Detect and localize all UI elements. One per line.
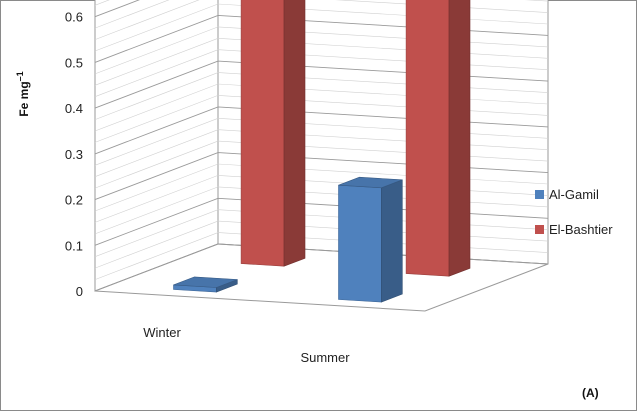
bar-al-gamil-winter — [173, 276, 238, 293]
panel-label: (A) — [582, 386, 599, 400]
bar-el-bashtier-summer — [405, 0, 471, 277]
x-category-labels: Winter Summer — [143, 325, 350, 365]
category-label: Winter — [143, 325, 181, 340]
y-tick-label: 0.5 — [65, 55, 83, 70]
bar-front-face — [405, 0, 450, 277]
y-tick-label: 0.6 — [65, 10, 83, 25]
category-label: Summer — [300, 350, 350, 365]
legend-entry: El-Bashtier — [535, 222, 613, 237]
y-tick-label: 0.4 — [65, 101, 83, 116]
legend-entry: Al-Gamil — [535, 187, 599, 202]
y-axis-label: Fe mg–1 — [15, 71, 31, 116]
legend-label: Al-Gamil — [549, 187, 599, 202]
legend-swatch — [535, 225, 544, 234]
bar-el-bashtier-winter — [240, 0, 306, 267]
bar-front-face — [338, 184, 382, 303]
chart-walls — [94, 0, 549, 312]
bar-top-face — [338, 176, 403, 189]
gridline — [94, 0, 549, 29]
bar-front-face — [240, 0, 285, 267]
bar-side-face — [381, 179, 403, 303]
y-tick-label: 0.1 — [65, 238, 83, 253]
y-tick-label: 0.3 — [65, 147, 83, 162]
bar-side-face — [448, 0, 471, 277]
bar-top-face — [173, 276, 238, 288]
y-tick-labels: 00.10.20.30.40.50.60.7 — [65, 10, 83, 299]
y-tick-label: 0.2 — [65, 193, 83, 208]
legend-label: El-Bashtier — [549, 222, 613, 237]
y-tick-label: 0 — [76, 284, 83, 299]
bar-al-gamil-summer — [338, 176, 403, 303]
legend: Al-Gamil El-Bashtier — [535, 187, 613, 237]
gridline — [94, 0, 140, 18]
bars — [173, 0, 471, 303]
legend-swatch — [535, 190, 544, 199]
bar-side-face — [283, 0, 306, 267]
